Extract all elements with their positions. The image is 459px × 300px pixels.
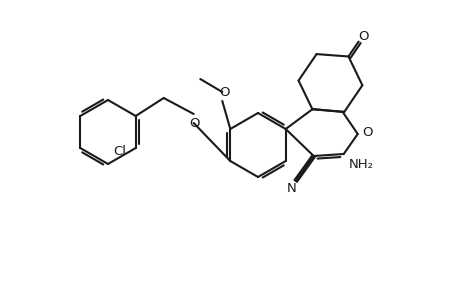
Text: O: O: [362, 125, 372, 139]
Text: O: O: [189, 116, 200, 130]
Text: N: N: [286, 182, 296, 196]
Text: NH₂: NH₂: [348, 158, 374, 170]
Text: O: O: [218, 85, 229, 98]
Text: Cl: Cl: [113, 145, 126, 158]
Text: O: O: [358, 30, 368, 43]
